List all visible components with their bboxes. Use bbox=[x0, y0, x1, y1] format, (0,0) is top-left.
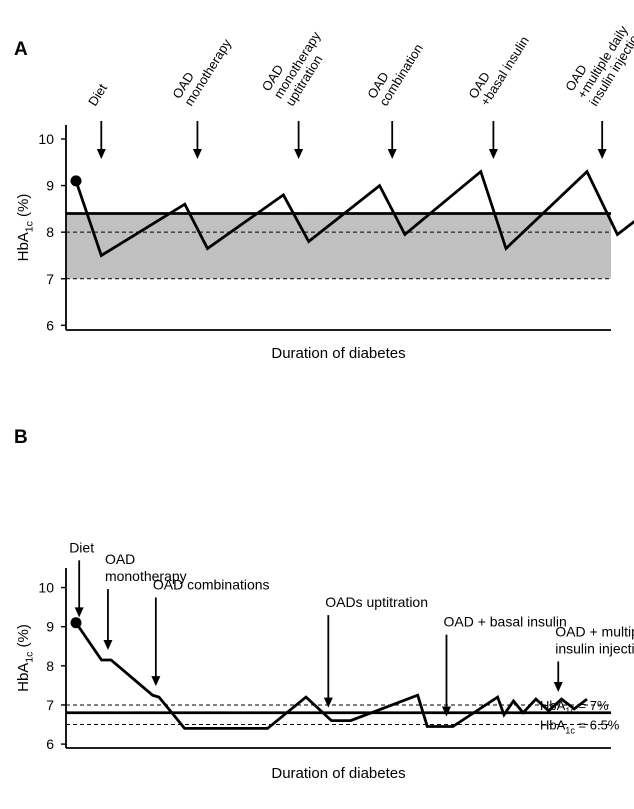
treatment-arrow-0 bbox=[74, 560, 84, 618]
svg-text:OADmonotherapyuptitration: OADmonotherapyuptitration bbox=[259, 21, 336, 109]
treatment-label-line: Diet bbox=[69, 539, 94, 555]
y-axis-label-main: HbA bbox=[15, 663, 32, 692]
y-axis-label-sub: 1c bbox=[24, 221, 36, 232]
reference-label-1: HbA1c = 6.5% bbox=[540, 718, 620, 736]
treatment-arrow-4 bbox=[441, 634, 451, 717]
reference-label-0-rest: = 7% bbox=[575, 698, 609, 713]
reference-label-0-sub: 1c bbox=[565, 706, 575, 716]
y-axis-label: HbA1c (%) bbox=[15, 624, 36, 692]
y-axis-label-sub: 1c bbox=[24, 652, 36, 663]
reference-label-1-rest: = 6.5% bbox=[575, 718, 620, 733]
y-tick-label: 10 bbox=[38, 580, 54, 596]
svg-text:OADcombination: OADcombination bbox=[364, 34, 426, 109]
treatment-label-line: OAD combinations bbox=[153, 577, 270, 593]
y-tick-label: 9 bbox=[46, 178, 54, 194]
y-tick-label: 10 bbox=[38, 131, 54, 147]
treatment-label-4: OAD+basal insulin bbox=[465, 26, 532, 109]
y-tick-label: 7 bbox=[46, 697, 54, 713]
treatment-label-2: OADmonotherapyuptitration bbox=[259, 21, 336, 109]
treatment-label-5: OAD+multiple dailyinsulin injections bbox=[562, 5, 634, 109]
svg-text:OAD+basal insulin: OAD+basal insulin bbox=[465, 26, 532, 108]
treatment-label-3: OADcombination bbox=[364, 34, 426, 109]
panel-label: A bbox=[14, 39, 28, 60]
treatment-arrow-0 bbox=[96, 121, 106, 159]
y-tick-label: 9 bbox=[46, 619, 54, 635]
svg-text:OADmonotherapy: OADmonotherapy bbox=[169, 28, 234, 108]
panel-label: B bbox=[14, 427, 28, 448]
y-axis-label-rest: (%) bbox=[15, 194, 32, 222]
treatment-arrow-5 bbox=[597, 121, 607, 159]
treatment-label-line: insulin injections bbox=[555, 640, 634, 656]
treatment-arrow-4 bbox=[488, 121, 498, 159]
treatment-arrow-3 bbox=[323, 615, 333, 708]
treatment-label-line: +basal insulin bbox=[477, 34, 532, 109]
y-tick-label: 8 bbox=[46, 224, 54, 240]
svg-text:Diet: Diet bbox=[85, 81, 110, 109]
x-axis-label: Duration of diabetes bbox=[271, 765, 405, 782]
treatment-label-line: OAD + basal insulin bbox=[443, 614, 566, 630]
treatment-label-line: OADs uptitration bbox=[325, 594, 428, 610]
svg-text:OAD+multiple dailyinsulin inje: OAD+multiple dailyinsulin injections bbox=[562, 5, 634, 108]
treatment-label-line: OAD + multiple daily bbox=[555, 623, 634, 639]
x-axis-label: Duration of diabetes bbox=[271, 345, 405, 362]
reference-label-1-sub: 1c bbox=[565, 725, 575, 735]
hba1c-series-line bbox=[74, 622, 588, 730]
treatment-label-1: OADmonotherapy bbox=[169, 28, 234, 109]
treatment-label-line: monotherapy bbox=[181, 36, 234, 109]
y-tick-label: 6 bbox=[46, 317, 54, 333]
y-tick-label: 6 bbox=[46, 736, 54, 752]
treatment-label-line: Diet bbox=[85, 81, 110, 109]
y-tick-label: 8 bbox=[46, 658, 54, 674]
treatment-arrow-1 bbox=[103, 589, 113, 650]
treatment-arrow-3 bbox=[387, 121, 397, 159]
y-axis-label-rest: (%) bbox=[15, 624, 32, 652]
y-axis-label: HbA1c (%) bbox=[15, 194, 36, 262]
start-point-marker bbox=[70, 617, 82, 629]
hba1c-series-line bbox=[74, 169, 634, 258]
treatment-arrow-1 bbox=[192, 121, 202, 159]
treatment-label-line: monotherapy bbox=[105, 568, 187, 584]
reference-label-0: HbA1c = 7% bbox=[540, 698, 609, 716]
treatment-label-line: OAD bbox=[105, 551, 135, 567]
start-point-marker bbox=[70, 175, 82, 187]
target-band bbox=[66, 213, 611, 279]
treatment-label-0: Diet bbox=[85, 81, 110, 109]
treatment-arrow-5 bbox=[553, 661, 563, 693]
reference-label-0-main: HbA bbox=[540, 698, 566, 713]
panel-a: A 6 7 8 9 10 HbA1c (%) Duration of diabetes Diet… bbox=[14, 5, 634, 362]
y-axis-label-main: HbA bbox=[15, 232, 32, 261]
reference-label-1-main: HbA bbox=[540, 718, 566, 733]
treatment-arrow-2 bbox=[151, 597, 161, 687]
y-tick-label: 7 bbox=[46, 271, 54, 287]
treatment-arrow-2 bbox=[294, 121, 304, 159]
